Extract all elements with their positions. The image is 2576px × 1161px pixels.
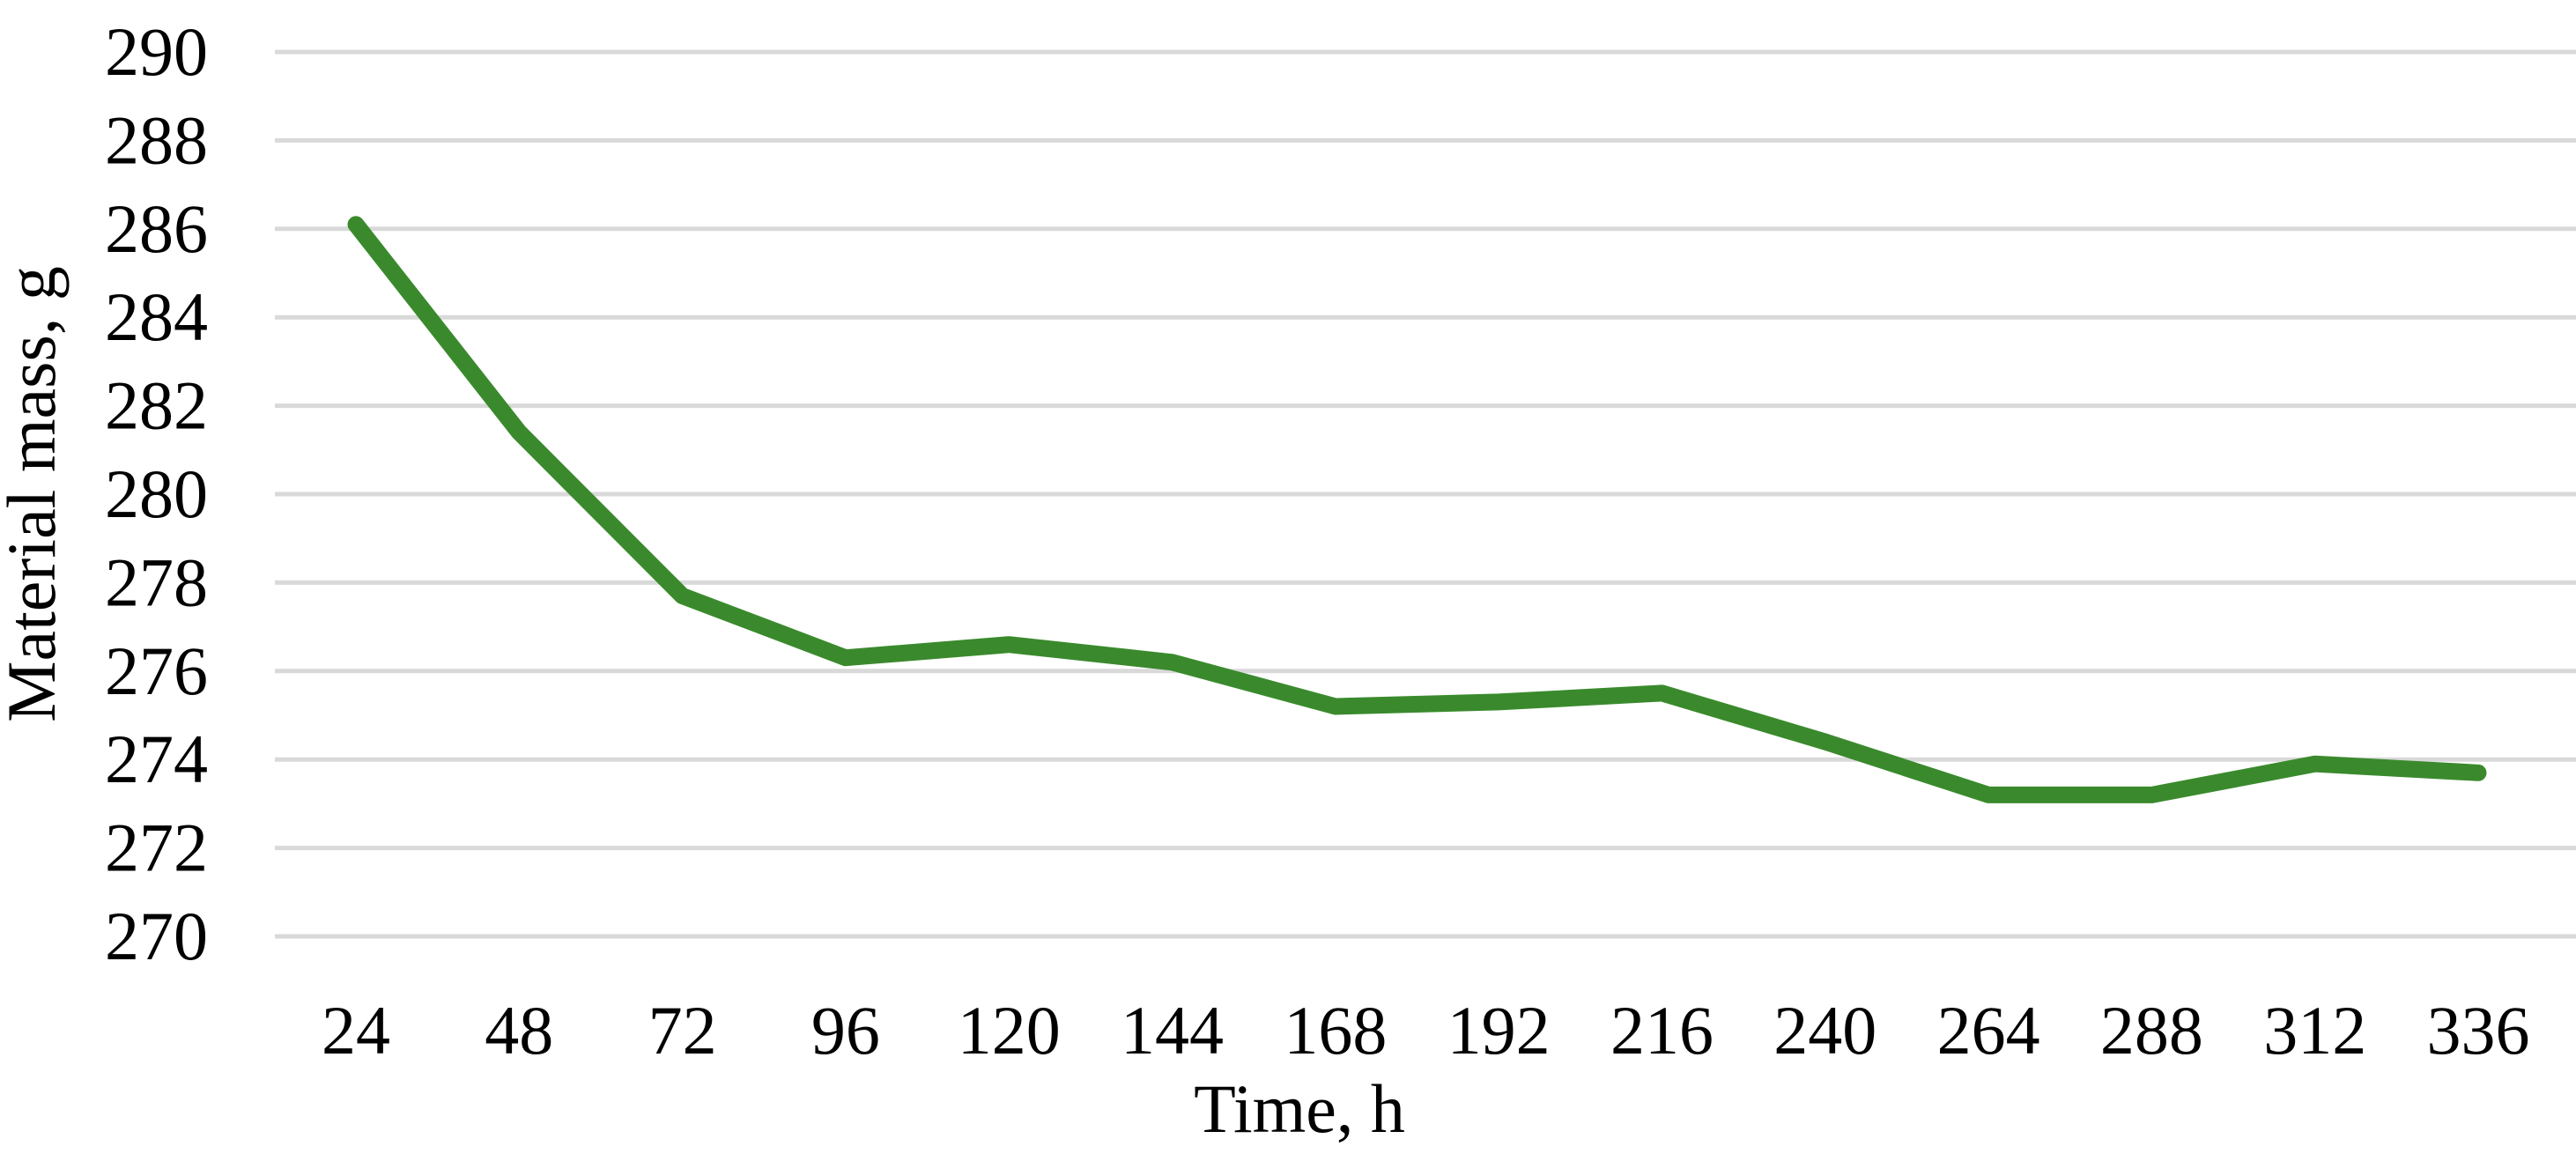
- x-tick-label: 24: [322, 992, 390, 1069]
- y-tick-label: 280: [105, 455, 208, 532]
- y-axis-tick-labels: 270 272 274 276 278 280 282 284 286 288 290: [105, 13, 208, 974]
- x-tick-label: 336: [2427, 992, 2530, 1069]
- x-tick-label: 96: [811, 992, 880, 1069]
- y-tick-label: 278: [105, 544, 208, 620]
- y-tick-label: 284: [105, 278, 208, 355]
- x-tick-label: 312: [2263, 992, 2366, 1069]
- y-axis-title: Material mass, g: [0, 266, 70, 722]
- y-tick-label: 290: [105, 13, 208, 90]
- gridlines-group: [275, 49, 2576, 939]
- x-axis-tick-labels: 24 48 72 96 120 144 168 192 216 240 264 288 312 336: [322, 992, 2530, 1069]
- y-tick-label: 274: [105, 721, 208, 797]
- y-tick-label: 288: [105, 101, 208, 178]
- y-tick-label: 272: [105, 810, 208, 886]
- y-tick-label: 276: [105, 632, 208, 709]
- x-tick-label: 168: [1284, 992, 1387, 1069]
- x-tick-label: 192: [1447, 992, 1551, 1069]
- data-series-group: [347, 216, 2487, 803]
- x-tick-label: 48: [485, 992, 553, 1069]
- x-tick-label: 264: [1937, 992, 2040, 1069]
- y-tick-label: 286: [105, 190, 208, 267]
- y-tick-label: 270: [105, 898, 208, 974]
- x-tick-label: 240: [1773, 992, 1876, 1069]
- x-tick-label: 72: [648, 992, 717, 1069]
- x-tick-label: 288: [2100, 992, 2203, 1069]
- x-tick-label: 144: [1121, 992, 1224, 1069]
- y-tick-label: 282: [105, 367, 208, 444]
- x-tick-label: 120: [958, 992, 1061, 1069]
- data-series-line: [347, 216, 2487, 803]
- x-tick-label: 216: [1610, 992, 1714, 1069]
- x-axis-title: Time, h: [1194, 1070, 1405, 1147]
